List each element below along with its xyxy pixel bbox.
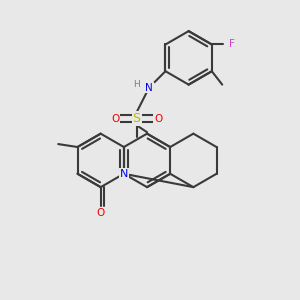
Text: N: N	[120, 169, 128, 179]
Text: S: S	[133, 112, 141, 125]
Text: N: N	[145, 82, 153, 93]
Text: O: O	[154, 114, 162, 124]
Text: F: F	[229, 40, 235, 50]
Text: O: O	[111, 114, 119, 124]
Text: H: H	[133, 80, 140, 88]
Text: O: O	[97, 208, 105, 218]
